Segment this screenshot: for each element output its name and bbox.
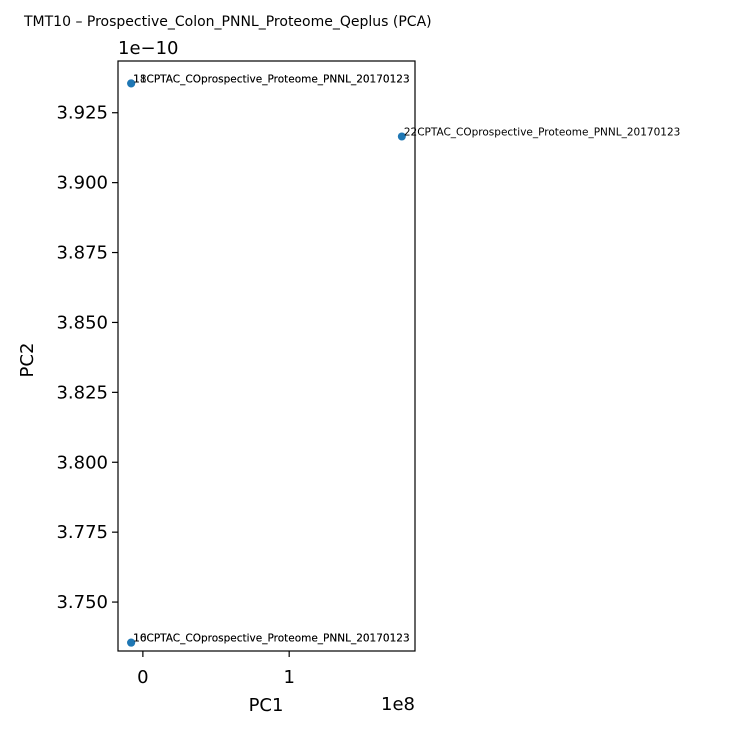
y-multiplier-label: 1e−10 bbox=[118, 38, 179, 59]
data-point bbox=[127, 79, 136, 88]
y-tick-label: 3.900 bbox=[56, 173, 108, 194]
y-axis-label: PC2 bbox=[17, 343, 38, 378]
data-point bbox=[127, 638, 136, 647]
x-multiplier-label: 1e8 bbox=[381, 694, 415, 715]
data-point-label: 22CPTAC_COprospective_Proteome_PNNL_2017… bbox=[404, 126, 680, 138]
data-point bbox=[397, 132, 406, 141]
y-tick-label: 3.775 bbox=[56, 522, 108, 543]
data-points: 18CPTAC_COprospective_Proteome_PNNL_2017… bbox=[127, 73, 680, 647]
y-axis-ticks: 3.750 3.775 3.800 3.825 3.850 3.875 3.900 3.925 bbox=[56, 103, 118, 613]
y-tick-label: 3.925 bbox=[56, 103, 108, 124]
y-tick-label: 3.875 bbox=[56, 243, 108, 264]
data-point-label: 18CPTAC_COprospective_Proteome_PNNL_2017… bbox=[133, 73, 409, 85]
y-tick-label: 3.850 bbox=[56, 312, 108, 333]
y-tick-label: 3.825 bbox=[56, 382, 108, 403]
chart-title: TMT10 – Prospective_Colon_PNNL_Proteome_… bbox=[23, 14, 432, 30]
data-point-label: 16CPTAC_COprospective_Proteome_PNNL_2017… bbox=[133, 633, 409, 645]
plot-frame bbox=[117, 60, 416, 652]
x-tick-label: 1 bbox=[283, 667, 294, 688]
y-tick-label: 3.750 bbox=[56, 592, 108, 613]
x-tick-label: 0 bbox=[137, 667, 148, 688]
data-point-label: 10CPTAC_COprospective_Proteome_PNNL_2017… bbox=[133, 633, 409, 645]
x-axis-label: PC1 bbox=[249, 695, 284, 716]
data-point-label: 11CPTAC_COprospective_Proteome_PNNL_2017… bbox=[133, 73, 409, 85]
y-tick-label: 3.800 bbox=[56, 452, 108, 473]
